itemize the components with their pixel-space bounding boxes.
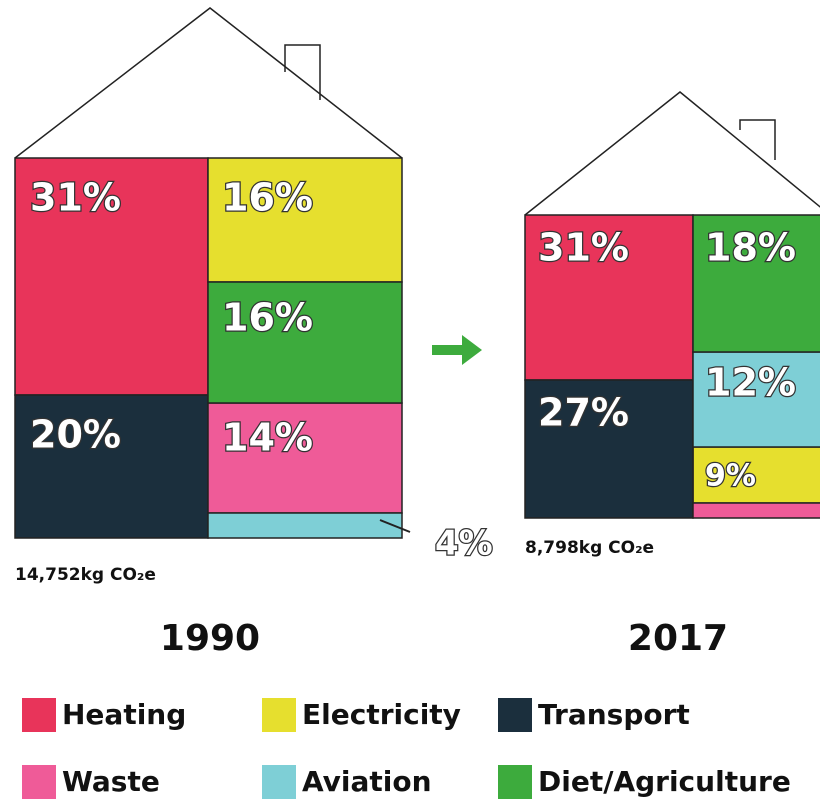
- arrow: [432, 335, 482, 365]
- legend-swatch: [22, 698, 56, 732]
- value-label: 4%: [435, 524, 493, 564]
- chart-title: 2017: [628, 618, 728, 659]
- legend-swatch: [262, 765, 296, 799]
- legend-label: Heating: [62, 698, 186, 731]
- chart-subtitle: 14,752kg CO₂e: [15, 565, 156, 585]
- infographic: 31% 16% 20% 14% 4% 16% 1990 14,752kg CO₂e 31% 9% 2…: [0, 0, 820, 805]
- legend-label: Electricity: [302, 698, 461, 731]
- treemap-cell: [208, 513, 402, 538]
- chart-title: 1990: [160, 618, 260, 659]
- value-label: 16%: [222, 296, 313, 340]
- value-label: 9%: [705, 459, 756, 494]
- value-label: 27%: [538, 391, 629, 435]
- chart-subtitle: 8,798kg CO₂e: [525, 538, 654, 558]
- value-label: 14%: [222, 416, 313, 460]
- value-label: 31%: [538, 226, 629, 270]
- legend-swatch: [498, 698, 532, 732]
- value-label: 12%: [705, 361, 796, 405]
- treemap-cell: [693, 503, 820, 518]
- legend-label: Transport: [538, 698, 690, 731]
- roof: [15, 8, 402, 158]
- legend-label: Diet/Agriculture: [538, 765, 791, 798]
- legend-swatch: [22, 765, 56, 799]
- legend-swatch: [498, 765, 532, 799]
- value-label: 18%: [705, 226, 796, 270]
- value-label: 20%: [30, 413, 121, 457]
- value-label: 16%: [222, 176, 313, 220]
- chimney: [285, 45, 320, 100]
- legend-label: Waste: [62, 765, 160, 798]
- legend-label: Aviation: [302, 765, 432, 798]
- value-label: 31%: [30, 176, 121, 220]
- legend-swatch: [262, 698, 296, 732]
- chimney: [740, 120, 775, 160]
